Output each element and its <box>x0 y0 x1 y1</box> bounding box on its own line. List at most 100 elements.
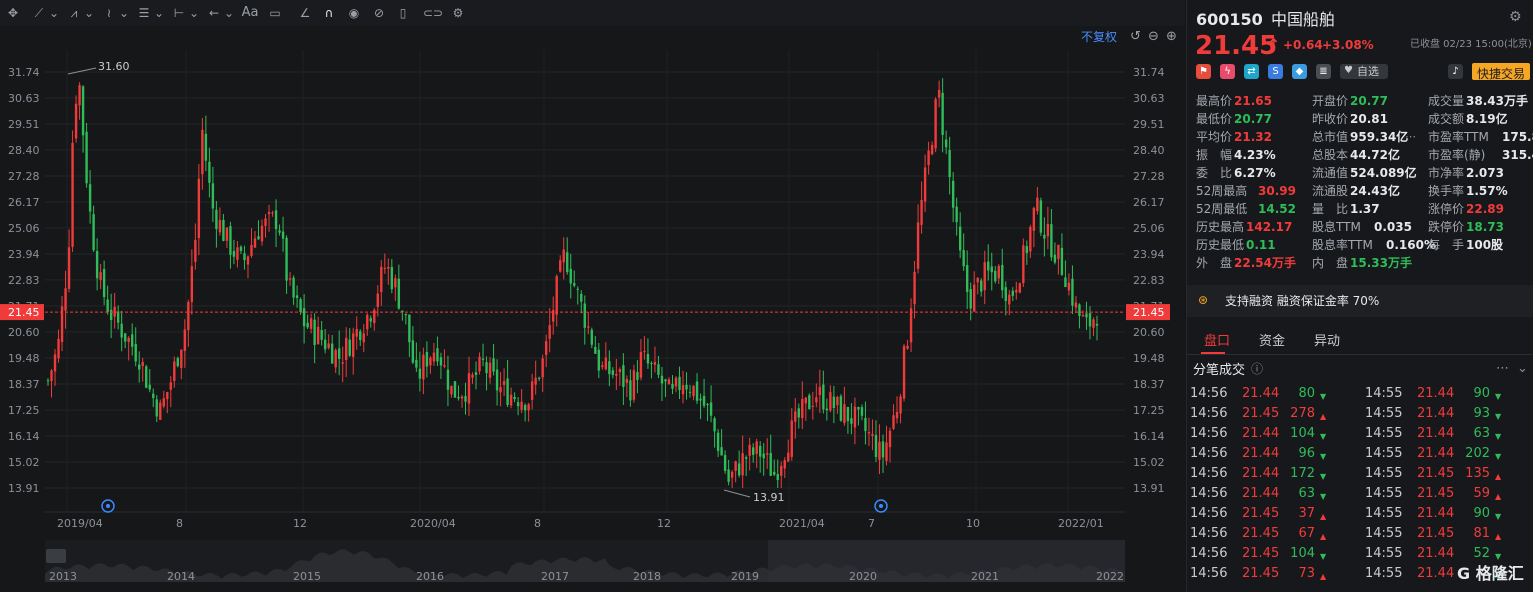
chevron-down-icon[interactable]: ⌄ <box>224 6 235 20</box>
candle-body <box>537 377 541 379</box>
eye-icon[interactable]: ◉ <box>348 6 360 20</box>
settings-icon[interactable]: ⚙ <box>1509 9 1522 25</box>
trade-time: 14:55 <box>1365 426 1403 441</box>
candle-body <box>46 380 50 382</box>
candle-body <box>1025 246 1029 253</box>
bell-icon[interactable]: ♪ <box>1448 64 1463 79</box>
quote-label: 历史最低 <box>1196 238 1245 252</box>
candle-body <box>597 349 601 371</box>
y-tick-label-right: 23.94 <box>1133 248 1165 261</box>
candle-body <box>401 310 404 313</box>
hide-icon[interactable]: ⊘ <box>373 6 385 20</box>
candle-body <box>843 404 846 424</box>
link-icon[interactable]: ⊂⊃ <box>422 6 444 20</box>
candle-body <box>580 293 583 302</box>
trade-time: 14:55 <box>1365 506 1403 521</box>
line-tool-icon[interactable]: ⟋ <box>34 6 44 20</box>
candle-body <box>1053 254 1057 263</box>
quote-label: 振 幅 <box>1196 148 1233 162</box>
trade-price: 21.44 <box>1417 386 1455 401</box>
document-icon[interactable]: ≣ <box>1316 64 1331 79</box>
candle-body <box>116 311 120 323</box>
trade-volume: 90 <box>1473 506 1490 521</box>
trash-icon[interactable]: ▯ <box>399 6 407 20</box>
compare-icon[interactable]: ⇄ <box>1244 64 1259 79</box>
candle-body <box>783 460 786 469</box>
candle-body <box>559 260 562 272</box>
candle-body <box>994 270 997 282</box>
candle-body <box>562 249 565 263</box>
tab-orderbook[interactable]: 盘口 <box>1204 334 1231 349</box>
candle-body <box>730 471 734 478</box>
quote-value: 20.77 <box>1234 112 1272 126</box>
candle-body <box>832 396 836 408</box>
dollar-icon[interactable]: S <box>1268 64 1283 79</box>
quote-label: 市净率 <box>1428 166 1465 180</box>
flag-icon[interactable]: ⚑ <box>1196 64 1211 79</box>
comment-tool-icon[interactable]: ▭ <box>269 6 281 20</box>
chevron-down-icon[interactable]: ⌄ <box>189 6 200 20</box>
y-tick-label-left: 22.83 <box>8 274 40 287</box>
trade-row: 14:56 21.45 67 ▲ 14:55 21.45 81 ▲ <box>1187 524 1533 544</box>
candle-body <box>359 331 362 340</box>
flash-icon[interactable]: ϟ <box>1220 64 1235 79</box>
trade-time: 14:55 <box>1365 386 1403 401</box>
quick-trade-button[interactable]: 快捷交易 <box>1472 63 1530 81</box>
watchlist-button[interactable]: ♥ 自选 <box>1340 64 1388 79</box>
quote-value: 14.52 <box>1258 202 1296 216</box>
more-icon[interactable]: ⋯ <box>1405 130 1416 143</box>
more-icon[interactable]: ⋯ <box>1496 361 1509 376</box>
chart-background <box>0 26 1185 592</box>
reset-icon[interactable]: ↺ <box>1130 29 1141 44</box>
tag-icon[interactable]: ◆ <box>1292 64 1307 79</box>
candle-body <box>99 272 102 280</box>
candle-body <box>250 244 253 256</box>
fib-tool-icon[interactable]: ☰ <box>138 6 150 20</box>
chevron-down-icon[interactable]: ⌄ <box>49 6 60 20</box>
volume-area: 2013 2014 2015 2016 2017 2018 2019 2020 2021 2022 <box>45 540 1125 583</box>
kline-chart[interactable]: 2013 2014 2015 2016 2017 2018 2019 2020 2021 2022… <box>0 26 1185 592</box>
tab-funds[interactable]: 资金 <box>1259 334 1286 349</box>
candle-body <box>218 220 222 233</box>
candle-body <box>702 395 706 406</box>
chevron-down-icon[interactable]: ⌄ <box>119 6 130 20</box>
candle-body <box>1022 245 1025 284</box>
candle-body <box>987 261 990 271</box>
candle-body <box>548 325 551 339</box>
adjust-mode-button[interactable]: 不复权 <box>1081 30 1118 44</box>
settings-icon[interactable]: ⚙ <box>452 6 464 20</box>
info-icon[interactable]: ⓘ <box>1251 362 1264 376</box>
measure-tool-icon[interactable]: ⊢ <box>173 6 185 20</box>
angle-tool-icon[interactable]: ∠ <box>299 6 311 20</box>
move-icon[interactable]: ✥ <box>7 6 19 20</box>
tab-movements[interactable]: 异动 <box>1314 334 1341 349</box>
trades-title: 分笔成交 <box>1193 363 1246 378</box>
quote-value: 21.65 <box>1234 94 1272 108</box>
quote-value: 22.89 <box>1466 202 1504 216</box>
candle-body <box>776 474 779 481</box>
back-tool-icon[interactable]: ← <box>208 6 220 20</box>
candle-body <box>664 379 667 382</box>
zoom-out-icon[interactable]: ⊖ <box>1148 29 1159 44</box>
zoom-in-icon[interactable]: ⊕ <box>1166 29 1177 44</box>
candle-body <box>846 407 850 422</box>
wave-tool-icon[interactable]: ≀ <box>106 6 112 20</box>
up-arrow-icon: ▲ <box>1495 492 1502 501</box>
chevron-down-icon[interactable]: ⌄ <box>154 6 165 20</box>
expand-icon[interactable]: ⌄ <box>1517 361 1528 376</box>
candle-body <box>1018 283 1022 293</box>
candle-body <box>457 396 460 399</box>
candle-body <box>81 86 85 136</box>
candle-body <box>629 380 632 401</box>
trade-volume: 172 <box>1290 466 1315 481</box>
text-tool-icon[interactable]: Aa <box>241 5 259 20</box>
candle-body <box>962 250 965 267</box>
candle-body <box>671 383 674 389</box>
magnet-icon[interactable]: ∩ <box>324 6 334 20</box>
chevron-down-icon[interactable]: ⌄ <box>84 6 95 20</box>
candle-body <box>520 401 523 410</box>
polyline-tool-icon[interactable]: ⩘ <box>70 6 78 20</box>
trade-row: 14:56 21.45 37 ▲ 14:55 21.44 90 ▼ <box>1187 504 1533 524</box>
price-change-pct: +3.08% <box>1322 38 1374 52</box>
down-arrow-icon: ▼ <box>1320 452 1327 461</box>
